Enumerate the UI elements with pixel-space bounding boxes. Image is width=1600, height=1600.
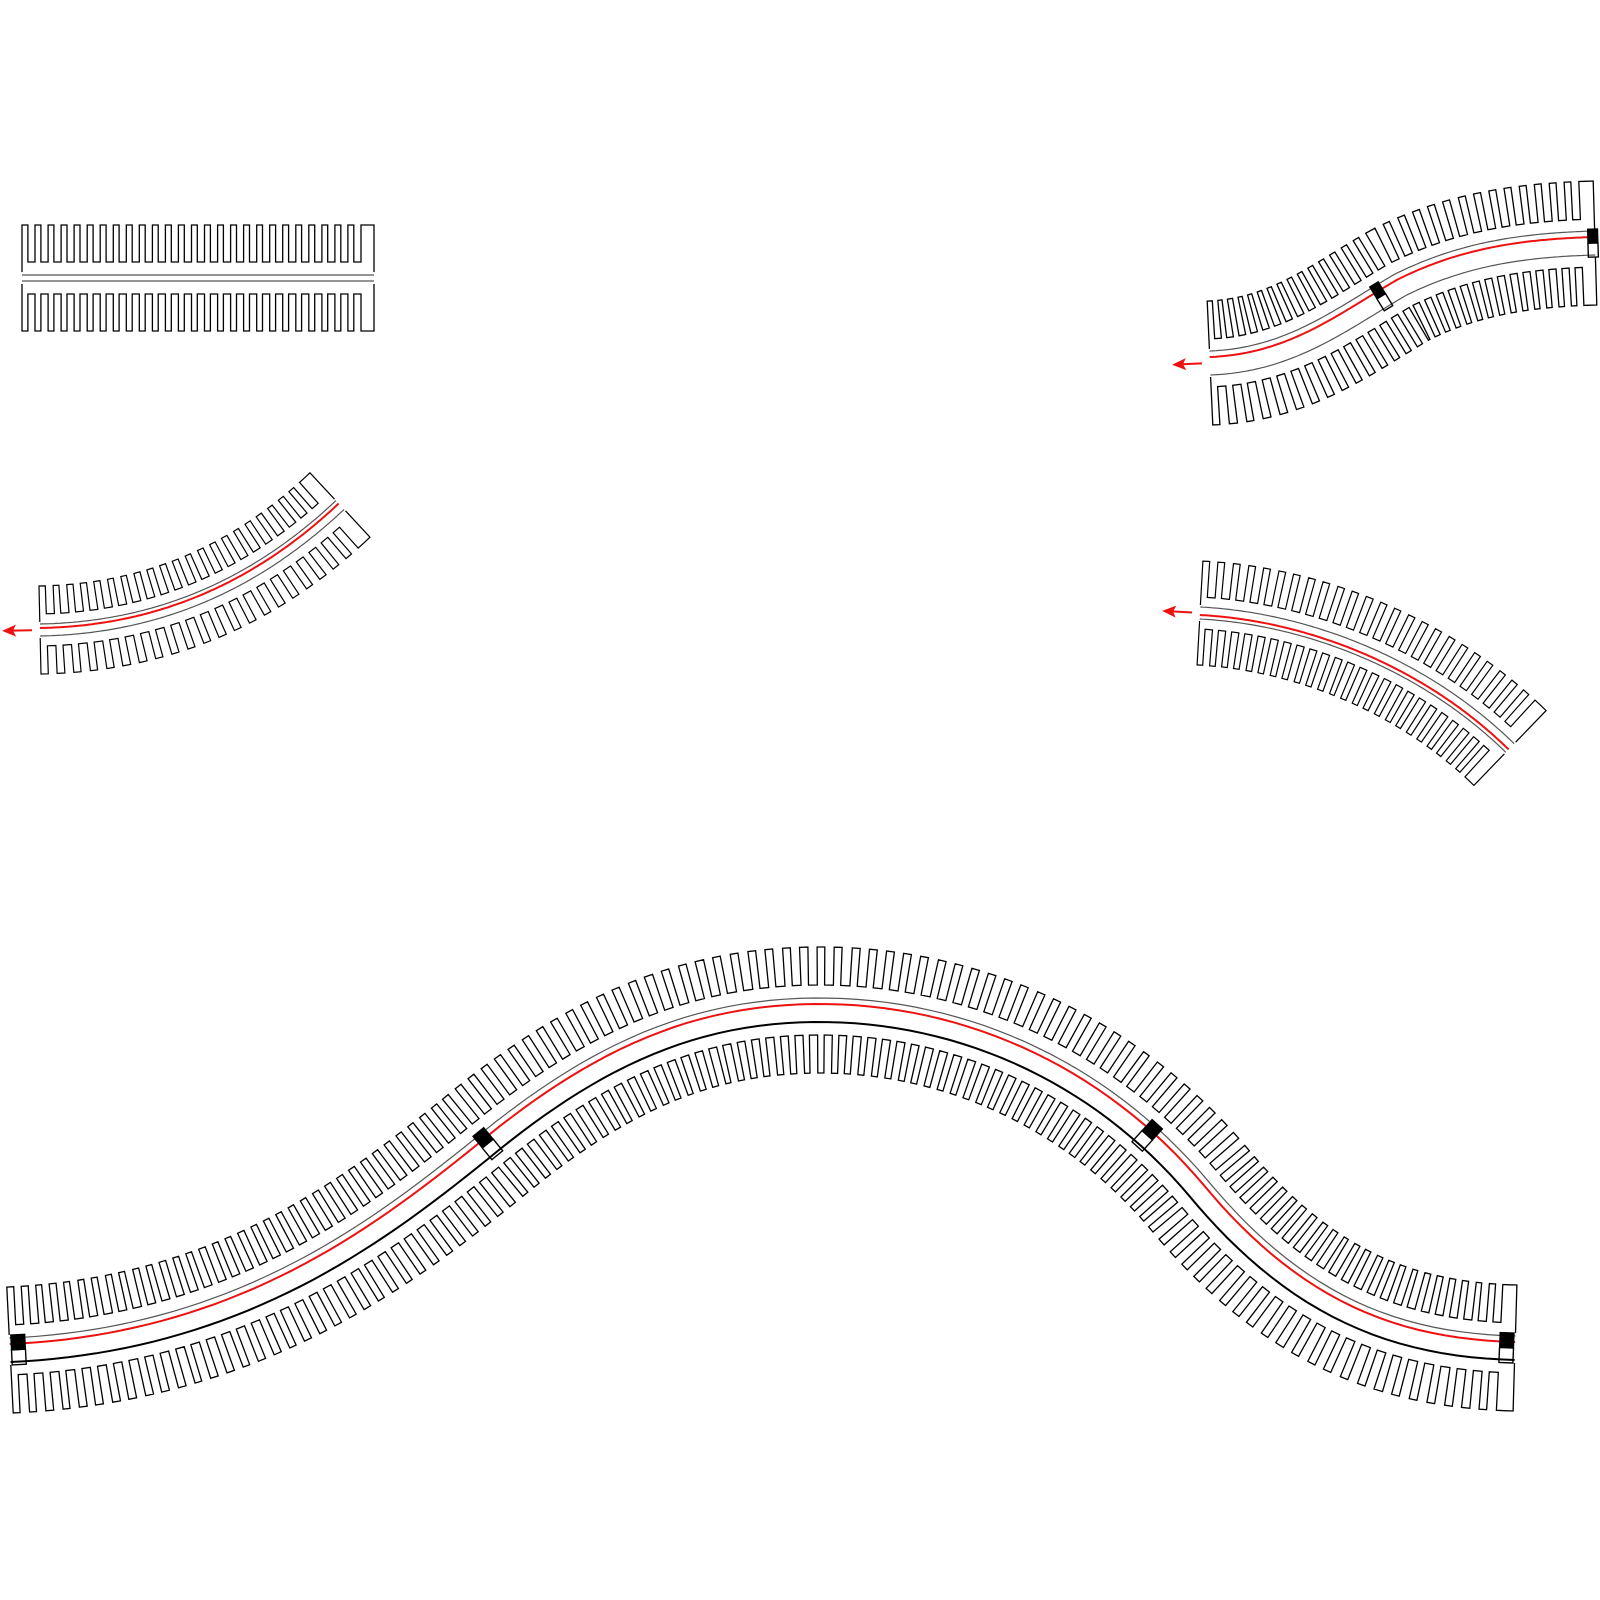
bent-strip-down-right-rail-a [1200,606,1515,745]
s-curve-strip-rail-b [1210,254,1596,376]
s-curve-strip-arrow-shaft [1181,362,1203,366]
bent-strip-down-right-red-path [1199,614,1510,751]
long-wave-strip-marker-2-open [481,1138,504,1161]
straight-strip-lower-comb [21,284,375,332]
s-curve-strip-red-path [1209,236,1595,358]
straight-strip-upper-comb [21,224,375,272]
bent-strip-up-right-upper-comb [38,471,335,623]
comb-outlines [6,180,1598,1414]
s-curve-strip-marker-2-filled [1586,228,1599,244]
long-wave-strip-marker-1-open [10,1348,27,1366]
long-wave-strip-marker-4-open [1498,1346,1515,1364]
long-wave-strip-red-path [9,1002,1516,1345]
bent-strip-down-right-rail-b [1199,618,1507,753]
s-curve-strip-rail-a [1209,230,1595,352]
long-wave-strip-lower-comb [10,1034,1516,1414]
long-wave-strip-rail-a [9,997,1516,1339]
bent-strip-up-right-lower-comb [39,510,371,675]
bent-strip-down-right-arrow-shaft [1171,610,1193,614]
bent-strip-down-right-lower-comb [1196,620,1505,787]
s-curve-strip-marker-2-open [1587,242,1600,258]
long-wave-strip-rail-b [10,1020,1515,1363]
bent-strip-up-right-red-path [39,502,340,629]
joint-markers [10,228,1600,1366]
bent-strip-down-right-upper-comb [1199,560,1547,743]
long-wave-strip-upper-comb [6,946,1518,1336]
s-curve-strip-arrow-head [1172,358,1187,371]
direction-arrows [2,358,1203,637]
long-wave-strip-marker-3-filled [1141,1118,1164,1141]
center-rails [9,230,1596,1363]
red-paths [9,236,1595,1345]
s-curve-strip-marker-1-filled [1368,280,1387,300]
bent-strip-down-right-arrow-head [1162,605,1177,618]
long-wave-strip-marker-4-filled [1498,1331,1515,1349]
long-wave-strip-marker-1-filled [10,1333,27,1351]
bent-strip-up-right-rail-a [39,500,337,625]
s-curve-strip-upper-comb [1206,180,1596,350]
bent-strip-up-right-arrow-head [2,624,17,637]
bent-strip-up-right-rail-b [40,508,345,637]
s-curve-strip-lower-comb [1209,256,1598,426]
s-curve-strip-marker-1-open [1375,292,1394,312]
long-wave-strip-marker-3-open [1130,1129,1154,1153]
